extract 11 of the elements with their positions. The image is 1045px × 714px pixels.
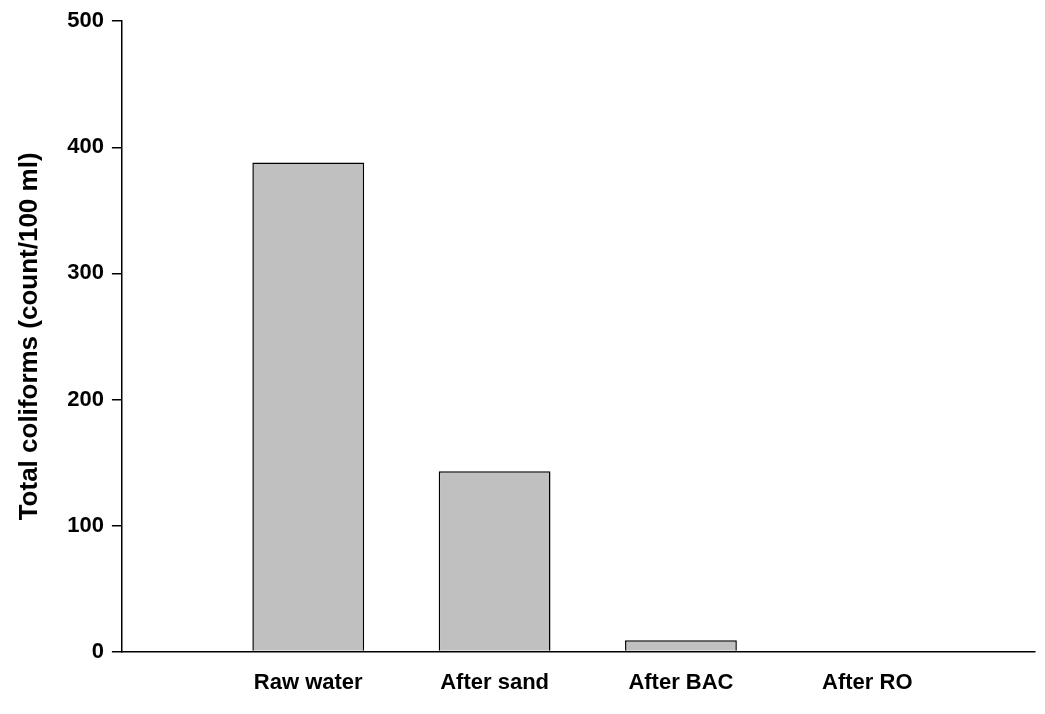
x-tick-label: After RO bbox=[822, 668, 913, 694]
y-tick-label: 300 bbox=[67, 259, 104, 285]
y-tick-label: 500 bbox=[67, 7, 104, 33]
x-tick-label: Raw water bbox=[253, 668, 364, 694]
y-tick-label: 0 bbox=[91, 637, 104, 663]
x-tick-label: After BAC bbox=[628, 668, 734, 694]
y-tick-label: 200 bbox=[67, 385, 104, 411]
y-axis-title: Total coliforms (count/100 ml) bbox=[12, 152, 43, 521]
y-tick-label: 400 bbox=[67, 133, 104, 159]
x-tick-label: After sand bbox=[440, 668, 549, 694]
y-tick-label: 100 bbox=[67, 511, 104, 537]
